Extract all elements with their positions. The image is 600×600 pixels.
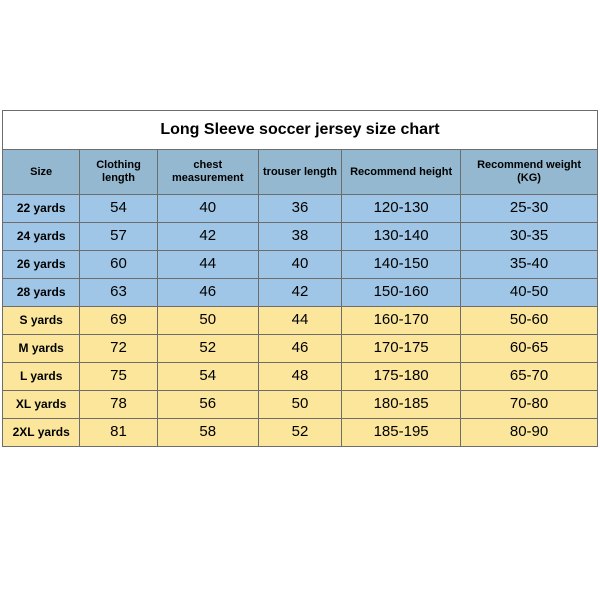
chest-cell: 40 <box>157 195 258 223</box>
col-clothing: Clothing length <box>80 150 157 195</box>
table-row: 2XL yards815852185-19580-90 <box>3 419 598 447</box>
table-row: M yards725246170-17560-65 <box>3 335 598 363</box>
weight-cell: 80-90 <box>461 419 598 447</box>
size-cell: 2XL yards <box>3 419 80 447</box>
chest-cell: 52 <box>157 335 258 363</box>
height-cell: 175-180 <box>342 363 461 391</box>
weight-cell: 35-40 <box>461 251 598 279</box>
height-cell: 130-140 <box>342 223 461 251</box>
trouser-cell: 50 <box>258 391 341 419</box>
clothing-cell: 81 <box>80 419 157 447</box>
trouser-cell: 44 <box>258 307 341 335</box>
size-cell: 28 yards <box>3 279 80 307</box>
col-chest: chest measurement <box>157 150 258 195</box>
trouser-cell: 46 <box>258 335 341 363</box>
col-size: Size <box>3 150 80 195</box>
height-cell: 140-150 <box>342 251 461 279</box>
weight-cell: 65-70 <box>461 363 598 391</box>
col-trouser: trouser length <box>258 150 341 195</box>
size-cell: L yards <box>3 363 80 391</box>
height-cell: 180-185 <box>342 391 461 419</box>
chest-cell: 42 <box>157 223 258 251</box>
chest-cell: 58 <box>157 419 258 447</box>
col-height: Recommend height <box>342 150 461 195</box>
size-table: Long Sleeve soccer jersey size chart Siz… <box>2 110 598 447</box>
clothing-cell: 57 <box>80 223 157 251</box>
table-row: L yards755448175-18065-70 <box>3 363 598 391</box>
clothing-cell: 75 <box>80 363 157 391</box>
size-cell: XL yards <box>3 391 80 419</box>
col-weight: Recommend weight (KG) <box>461 150 598 195</box>
weight-cell: 70-80 <box>461 391 598 419</box>
clothing-cell: 60 <box>80 251 157 279</box>
weight-cell: 60-65 <box>461 335 598 363</box>
size-cell: 26 yards <box>3 251 80 279</box>
clothing-cell: 54 <box>80 195 157 223</box>
table-title: Long Sleeve soccer jersey size chart <box>3 111 598 150</box>
chest-cell: 46 <box>157 279 258 307</box>
height-cell: 150-160 <box>342 279 461 307</box>
header-row: Size Clothing length chest measurement t… <box>3 150 598 195</box>
height-cell: 170-175 <box>342 335 461 363</box>
chest-cell: 56 <box>157 391 258 419</box>
size-chart: Long Sleeve soccer jersey size chart Siz… <box>2 110 598 447</box>
chest-cell: 54 <box>157 363 258 391</box>
trouser-cell: 36 <box>258 195 341 223</box>
chest-cell: 44 <box>157 251 258 279</box>
size-cell: S yards <box>3 307 80 335</box>
table-row: 26 yards604440140-15035-40 <box>3 251 598 279</box>
trouser-cell: 38 <box>258 223 341 251</box>
table-body: 22 yards544036120-13025-3024 yards574238… <box>3 195 598 447</box>
clothing-cell: 72 <box>80 335 157 363</box>
clothing-cell: 69 <box>80 307 157 335</box>
weight-cell: 40-50 <box>461 279 598 307</box>
trouser-cell: 52 <box>258 419 341 447</box>
trouser-cell: 40 <box>258 251 341 279</box>
clothing-cell: 63 <box>80 279 157 307</box>
height-cell: 160-170 <box>342 307 461 335</box>
table-row: 22 yards544036120-13025-30 <box>3 195 598 223</box>
trouser-cell: 42 <box>258 279 341 307</box>
size-cell: M yards <box>3 335 80 363</box>
weight-cell: 25-30 <box>461 195 598 223</box>
weight-cell: 30-35 <box>461 223 598 251</box>
height-cell: 120-130 <box>342 195 461 223</box>
size-cell: 24 yards <box>3 223 80 251</box>
size-cell: 22 yards <box>3 195 80 223</box>
table-row: S yards695044160-17050-60 <box>3 307 598 335</box>
trouser-cell: 48 <box>258 363 341 391</box>
chest-cell: 50 <box>157 307 258 335</box>
height-cell: 185-195 <box>342 419 461 447</box>
clothing-cell: 78 <box>80 391 157 419</box>
size-chart-container: { "table": { "type": "table", "title": "… <box>0 0 600 600</box>
table-row: XL yards785650180-18570-80 <box>3 391 598 419</box>
table-row: 24 yards574238130-14030-35 <box>3 223 598 251</box>
weight-cell: 50-60 <box>461 307 598 335</box>
table-row: 28 yards634642150-16040-50 <box>3 279 598 307</box>
title-row: Long Sleeve soccer jersey size chart <box>3 111 598 150</box>
